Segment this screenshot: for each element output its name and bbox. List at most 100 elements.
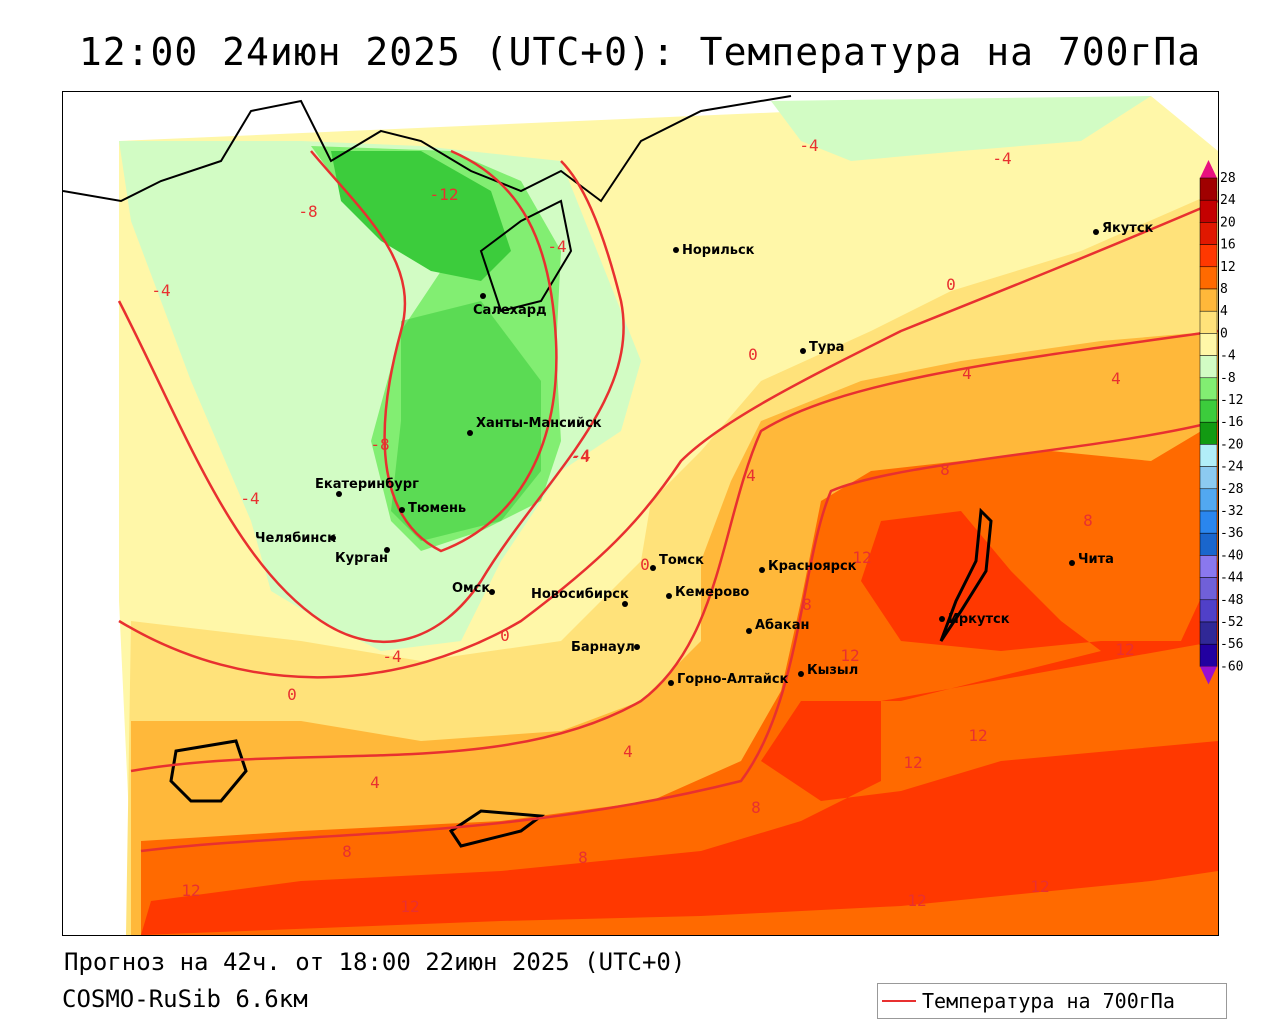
temperature-map: -4 -4 -8 -12 -4 -4 0 0 -4 -8 -4 -4 0 4 4 4 8 8 12 12 8 12 12 12…: [62, 91, 1219, 936]
contour-label: 12: [840, 646, 859, 665]
city: Курган: [335, 547, 390, 566]
city: Тура: [800, 340, 844, 355]
colorbar-swatch: [1199, 222, 1218, 245]
contour-label: 12: [968, 726, 987, 745]
colorbar-swatch: [1199, 288, 1218, 312]
colorbar-swatch: [1199, 555, 1218, 578]
city: Томск: [650, 553, 704, 571]
colorbar-tick-label: 0: [1220, 326, 1228, 341]
contour-label: 0: [500, 626, 510, 645]
city-label: Омск: [452, 581, 490, 596]
contour-4: [130, 329, 1218, 773]
colorbar-tick-label: 24: [1220, 193, 1236, 208]
city: Барнаул: [571, 640, 640, 655]
city-label: Чита: [1078, 552, 1114, 567]
contour-label: -4: [547, 237, 566, 256]
contour-label: 8: [802, 595, 812, 614]
contour-label: -4: [151, 281, 170, 300]
city-label: Красноярск: [768, 559, 857, 574]
city-label: Томск: [659, 553, 704, 568]
colorbar-tick-label: -56: [1220, 637, 1243, 652]
colorbar-swatch: [1199, 377, 1218, 401]
city-dot: [622, 601, 628, 607]
city: Горно-Алтайск: [668, 672, 789, 687]
city-label: Курган: [335, 551, 388, 566]
zone-minus16-minus12: [331, 151, 511, 281]
colorbar-tick-label: -48: [1220, 593, 1243, 608]
colorbar-swatch: [1199, 532, 1218, 556]
city: Салехард: [473, 293, 547, 318]
colorbar-swatch: [1199, 599, 1218, 623]
city-label: Екатеринбург: [315, 477, 419, 492]
colorbar-swatch: [1199, 244, 1218, 268]
colorbar-swatch: [1199, 421, 1218, 445]
colorbar-under-arrow: [1200, 666, 1217, 685]
contour-label: 8: [940, 460, 950, 479]
colorbar-swatch: [1199, 621, 1218, 645]
colorbar-tick-label: -60: [1220, 659, 1243, 674]
map-title: 12:00 24июн 2025 (UTC+0): Температура на…: [78, 30, 1202, 74]
map-canvas: -4 -4 -8 -12 -4 -4 0 0 -4 -8 -4 -4 0 4 4 4 8 8 12 12 8 12 12 12…: [63, 95, 1218, 935]
city-dot: [668, 680, 674, 686]
city-dot: [650, 565, 656, 571]
contour-label: -4: [992, 149, 1011, 168]
colorbar-tick-label: -16: [1220, 415, 1243, 430]
city-dot: [1093, 229, 1099, 235]
city-label: Якутск: [1102, 221, 1154, 236]
colorbar-swatch: [1199, 266, 1218, 290]
city: Тюмень: [399, 501, 466, 516]
contour-label: 12: [907, 891, 926, 910]
colorbar-swatch: [1199, 444, 1218, 467]
colorbar-tick-label: -4: [1220, 349, 1236, 364]
contour-label: 12: [903, 753, 922, 772]
contour-label: 0: [287, 685, 297, 704]
colorbar: 28 24 20 16 12 8 4 0 -4 -8 -12 -16 -20 -24 -28 -32 -36 -4…: [1190, 150, 1270, 695]
balkhash-lake: [448, 809, 546, 848]
colorbar-tick-label: -8: [1220, 371, 1236, 386]
city-dot: [336, 491, 342, 497]
city: Кемерово: [666, 585, 749, 600]
colorbar-swatch: [1199, 333, 1218, 356]
colorbar-swatch: [1199, 399, 1218, 423]
city-dot: [1069, 560, 1075, 566]
colorbar-tick-label: -12: [1220, 393, 1243, 408]
zone-ne-green: [771, 96, 1151, 161]
city-label: Кызыл: [807, 663, 858, 678]
colorbar-swatch: [1199, 577, 1218, 601]
city-markers: Норильск Якутск Салехард Тура Ханты-Мансийск…: [255, 221, 1154, 687]
city: Кызыл: [798, 663, 858, 678]
contour-label: 4: [623, 742, 633, 761]
city-label: Тура: [809, 340, 844, 355]
contour-label: -8: [298, 202, 317, 221]
model-name: COSMO-RuSib 6.6км: [62, 985, 308, 1013]
city-label: Норильск: [682, 243, 755, 258]
city-dot: [673, 247, 679, 253]
colorbar-swatch: [1199, 510, 1218, 534]
colorbar-swatch: [1199, 466, 1218, 490]
aral-sea: [169, 739, 248, 803]
zone-minus16-minus12-south: [391, 301, 541, 541]
city: Красноярск: [759, 559, 857, 574]
city: Ханты-Мансийск: [467, 416, 602, 436]
colorbar-tick-label: -52: [1220, 615, 1243, 630]
contour-label: 4: [1111, 369, 1121, 388]
colorbar-svg: 28 24 20 16 12 8 4 0 -4 -8 -12 -16 -20 -24 -28 -32 -36 -4…: [1199, 160, 1244, 685]
contour-label: -4: [382, 647, 401, 666]
contour-8: [140, 419, 1218, 853]
contour-label: -4: [570, 447, 589, 466]
yamal-peninsula: [479, 199, 573, 313]
city-label: Горно-Алтайск: [677, 672, 789, 687]
legend-box: Температура на 700гПа: [877, 983, 1227, 1019]
city: Абакан: [746, 618, 810, 634]
city-dot: [939, 616, 945, 622]
city-dot: [480, 293, 486, 299]
city-dot: [800, 348, 806, 354]
legend-label: Температура на 700гПа: [922, 989, 1175, 1013]
colorbar-swatch: [1199, 310, 1218, 334]
contour-label: 8: [578, 848, 588, 867]
contour-label: 12: [1030, 877, 1049, 896]
city: Челябинск: [255, 531, 336, 546]
city-dot: [399, 507, 405, 513]
colorbar-tick-label: 16: [1220, 238, 1236, 253]
colorbar-tick-label: 28: [1220, 171, 1236, 186]
